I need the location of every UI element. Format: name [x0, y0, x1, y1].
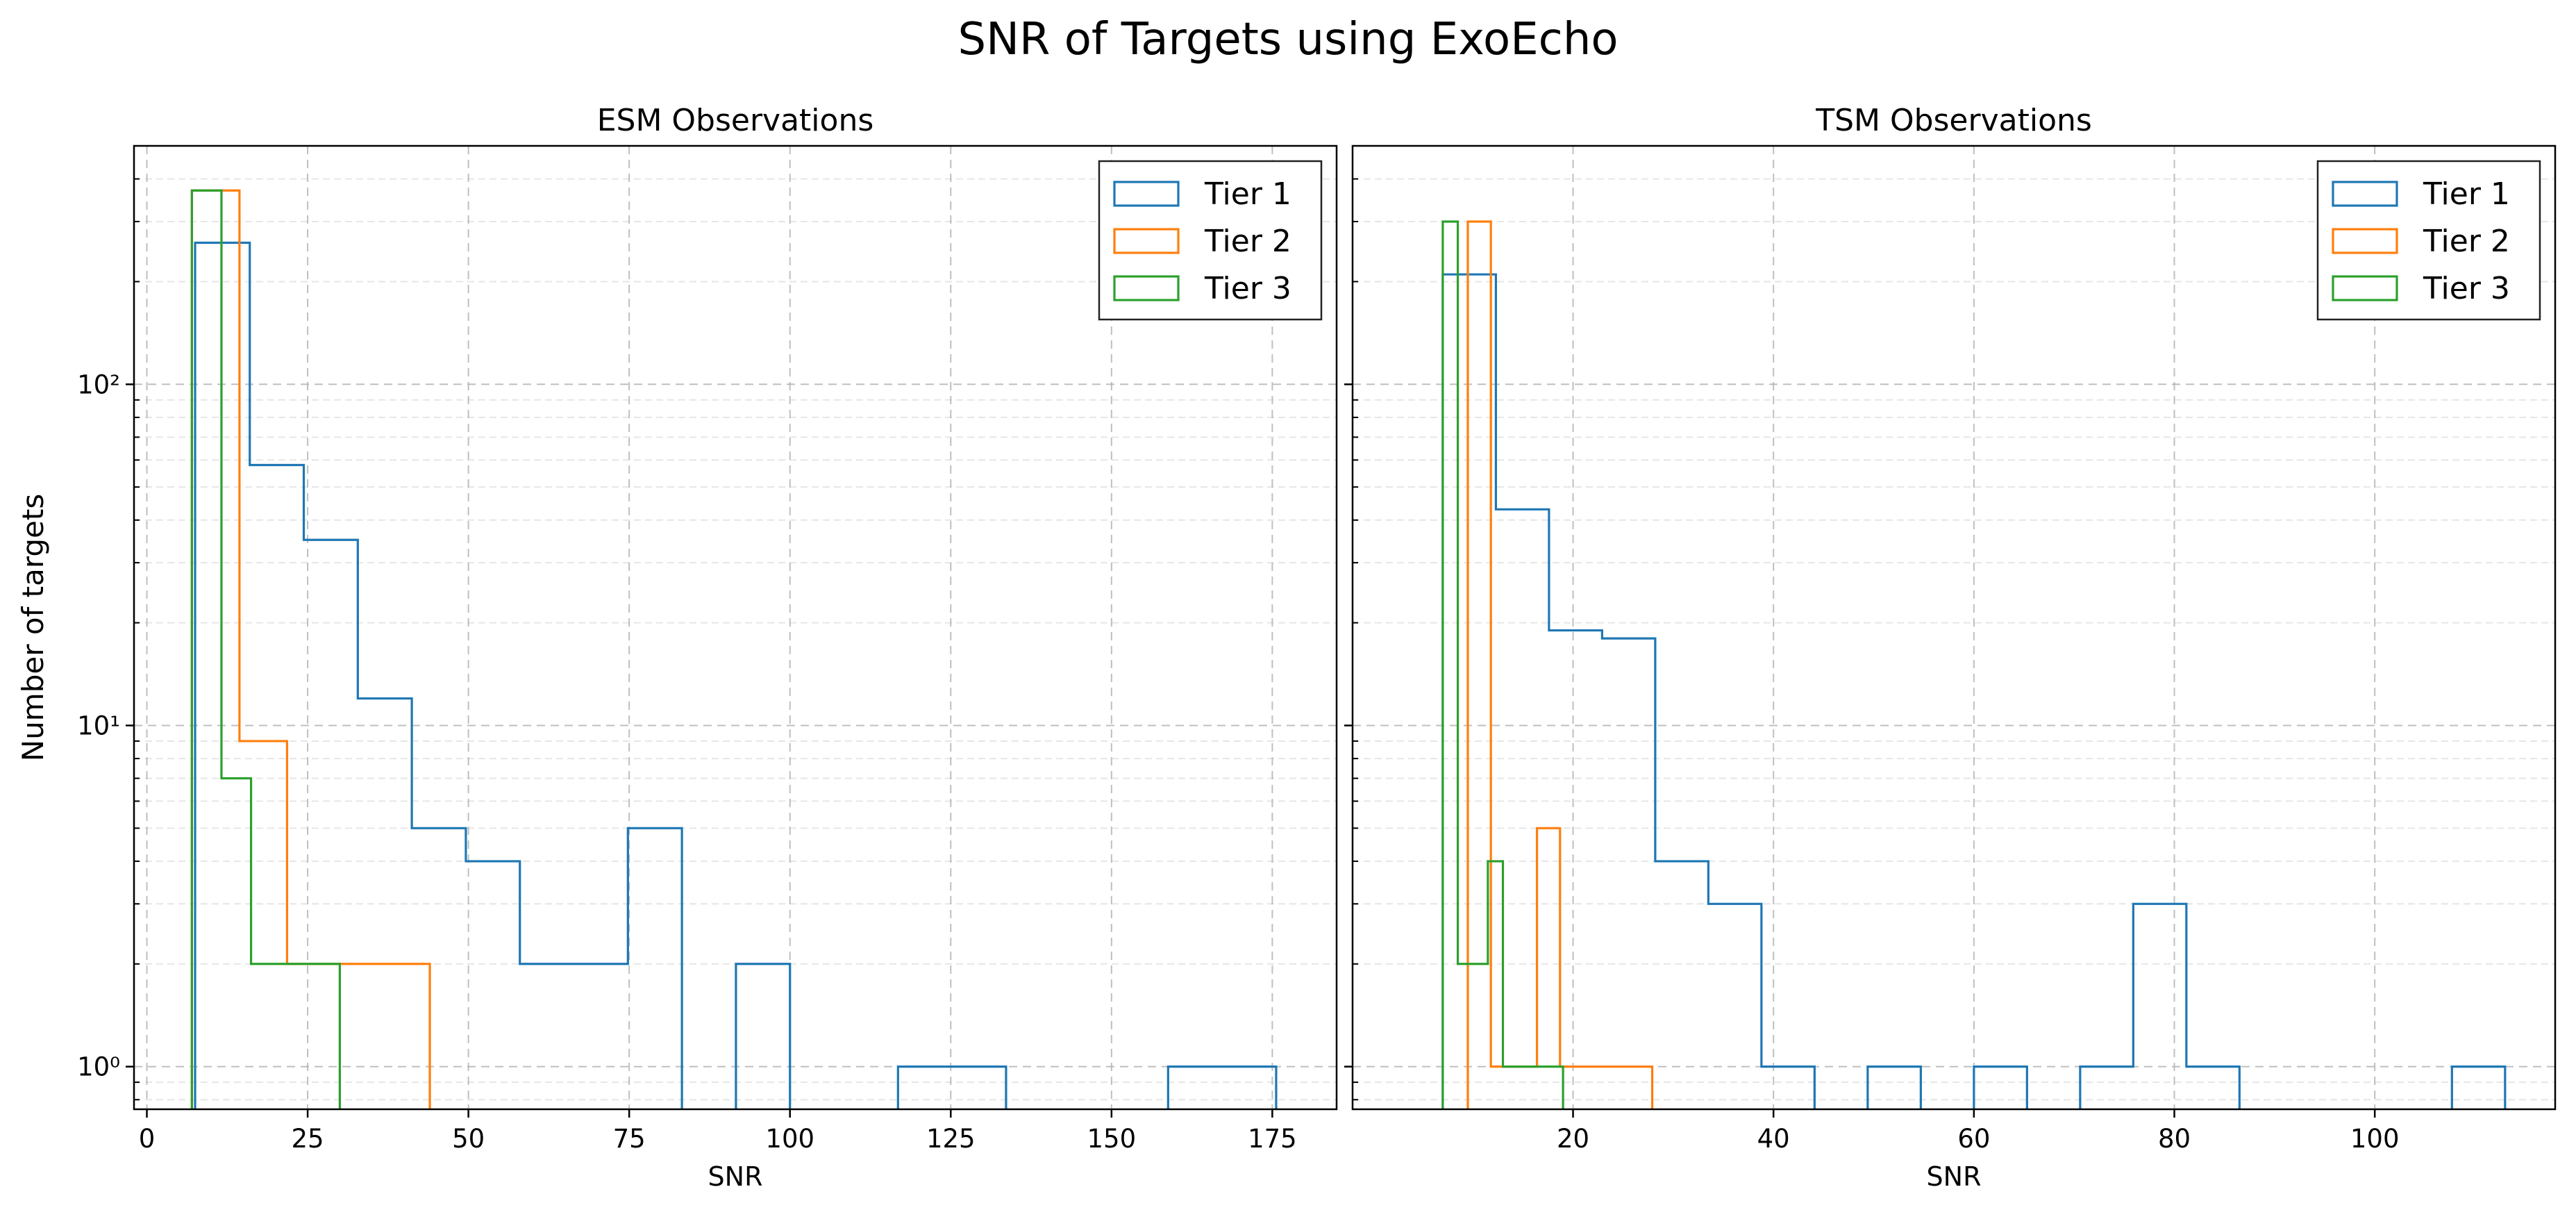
figure-title: SNR of Targets using ExoEcho [957, 14, 1618, 65]
x-tick-label: 0 [139, 1124, 156, 1154]
histogram-tier-3 [190, 189, 341, 1109]
x-tick-label: 100 [765, 1124, 814, 1154]
legend-swatch [1113, 275, 1180, 301]
series-group [190, 189, 1278, 1109]
legend: Tier 1 Tier 2 Tier 3 [1098, 160, 1323, 321]
y-tick-label: 10² [77, 370, 120, 399]
legend: Tier 1 Tier 2 Tier 3 [2316, 160, 2541, 321]
grid [1353, 146, 2555, 1109]
x-tick-label: 40 [1757, 1124, 1790, 1154]
x-tick-label: 150 [1087, 1124, 1137, 1154]
panel-title: ESM Observations [597, 103, 874, 138]
y-tick-label: 10⁰ [77, 1052, 120, 1082]
legend-label: Tier 2 [2423, 224, 2510, 259]
legend-label: Tier 2 [1204, 224, 1291, 259]
x-tick-label: 80 [2158, 1124, 2191, 1154]
x-tick-label: 20 [1557, 1124, 1589, 1154]
legend-swatch [2332, 181, 2398, 207]
x-axis-label: SNR [1927, 1161, 1982, 1192]
histogram-tier-1 [1441, 273, 2507, 1109]
legend-label: Tier 1 [1204, 176, 1291, 212]
x-tick-label: 50 [452, 1124, 485, 1154]
legend-label: Tier 3 [1204, 271, 1291, 306]
legend-label: Tier 3 [2423, 271, 2510, 306]
x-tick-label: 25 [292, 1124, 324, 1154]
legend-swatch [2332, 228, 2398, 254]
legend-box [1098, 160, 1323, 321]
series-group [1441, 220, 2507, 1109]
legend-box [2316, 160, 2541, 321]
histogram-tier-2 [1466, 220, 1654, 1109]
legend-label: Tier 1 [2423, 176, 2510, 212]
x-tick-label: 100 [2350, 1124, 2400, 1154]
plot-frame [1351, 144, 2557, 1111]
x-tick-label: 125 [926, 1124, 976, 1154]
histogram-tier-2 [190, 189, 431, 1109]
y-axis-label: Number of targets [16, 494, 50, 762]
panel-title: TSM Observations [1815, 103, 2092, 138]
legend-swatch [1113, 181, 1180, 207]
plot-frame [133, 144, 1338, 1111]
x-tick-label: 175 [1248, 1124, 1297, 1154]
panel-1: 0 25 50 75 100 125 150 175 10⁰ 10¹ 10² ESM Observat… [16, 103, 1338, 1192]
x-tick-label: 60 [1957, 1124, 1990, 1154]
histogram-tier-1 [194, 241, 1278, 1109]
x-tick-label: 75 [613, 1124, 646, 1154]
legend-swatch [1113, 228, 1180, 254]
legend-swatch [2332, 275, 2398, 301]
x-axis-label: SNR [708, 1161, 763, 1192]
y-tick-label: 10¹ [77, 711, 120, 740]
histogram-tier-3 [1441, 220, 1564, 1109]
